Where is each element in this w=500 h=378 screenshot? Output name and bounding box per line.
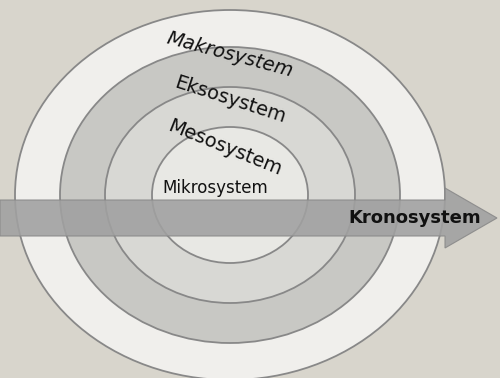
- Text: Makrosystem: Makrosystem: [164, 29, 296, 81]
- Ellipse shape: [15, 10, 445, 378]
- Ellipse shape: [60, 47, 400, 343]
- Ellipse shape: [152, 127, 308, 263]
- Text: Mesosystem: Mesosystem: [166, 116, 284, 180]
- Text: Eksosystem: Eksosystem: [172, 73, 288, 127]
- Ellipse shape: [105, 87, 355, 303]
- Polygon shape: [0, 188, 497, 248]
- Text: Mikrosystem: Mikrosystem: [162, 179, 268, 197]
- Text: Kronosystem: Kronosystem: [348, 209, 482, 227]
